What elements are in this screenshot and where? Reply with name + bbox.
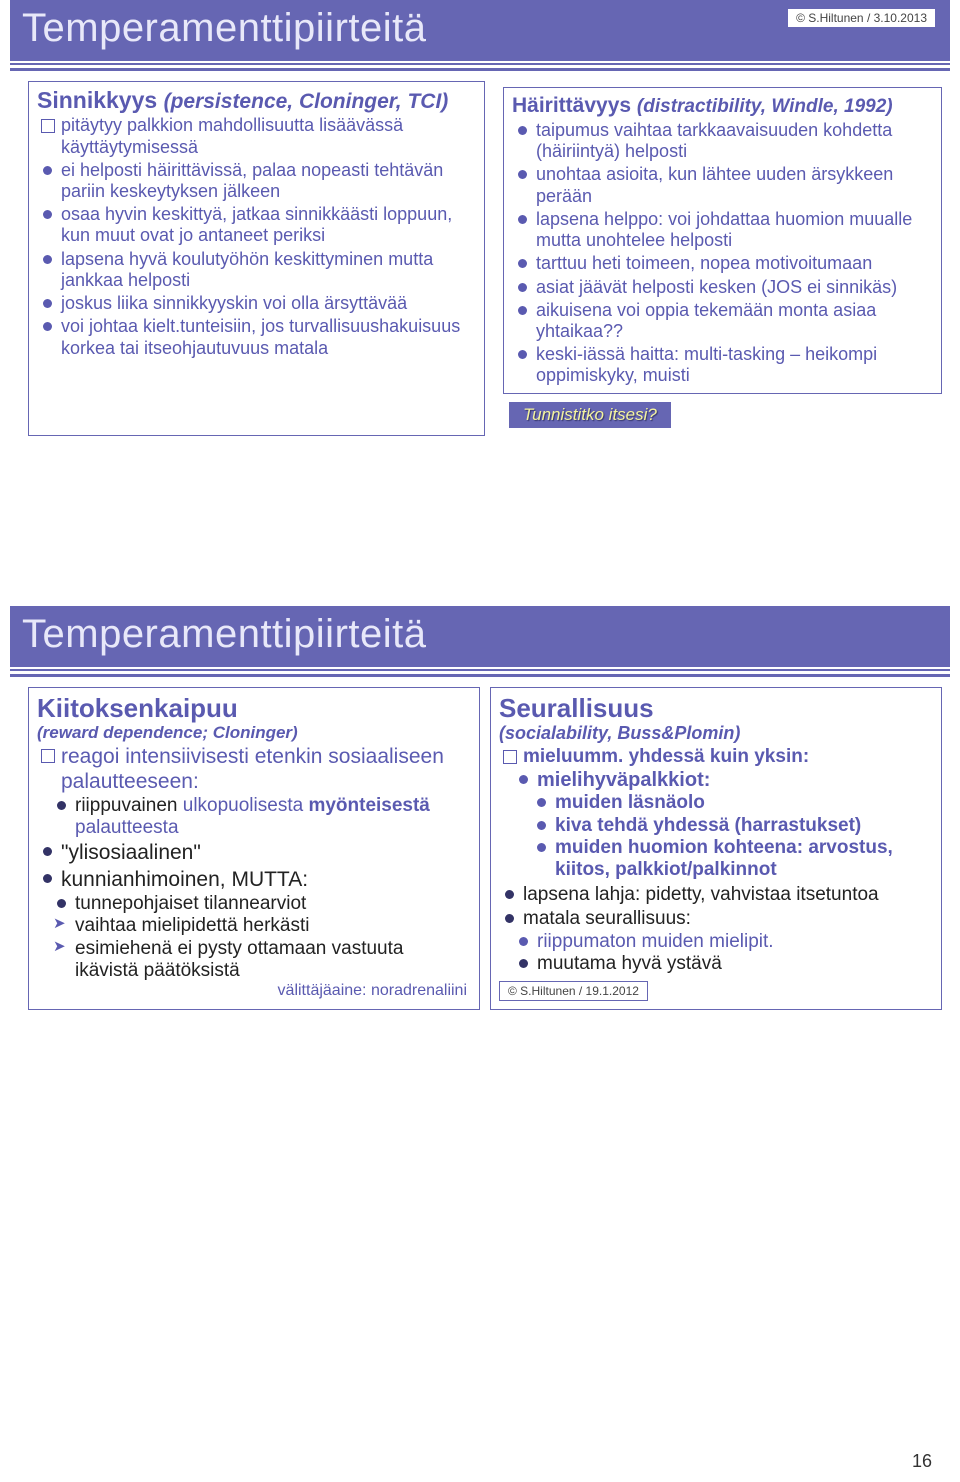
list-item: muiden huomion kohteena: arvostus, kiito…	[535, 837, 933, 882]
list-item: vaihtaa mielipidettä herkästi	[55, 915, 471, 937]
page-number: 16	[912, 1451, 932, 1472]
list-item: aikuisena voi oppia tekemään monta asiaa…	[514, 300, 933, 342]
slide-1: Temperamenttipiirteitä © S.Hiltunen / 3.…	[10, 0, 950, 446]
credit-2: © S.Hiltunen / 19.1.2012	[499, 981, 648, 1001]
slide2-content: Kiitoksenkaipuu (reward dependence; Clon…	[10, 677, 950, 1021]
list-item: tarttuu heti toimeen, nopea motivoitumaa…	[514, 253, 933, 274]
list-item: lapsena hyvä koulutyöhön keskittyminen m…	[39, 249, 476, 291]
slide1-right-list: taipumus vaihtaa tarkkaavaisuuden kohdet…	[512, 120, 933, 387]
slide1-right-col: Häirittävyys (distractibility, Windle, 1…	[495, 81, 942, 436]
neurotransmitter: välittäjäaine: noradrenaliini	[37, 982, 471, 1000]
credit-1: © S.Hiltunen / 3.10.2013	[787, 8, 936, 28]
list-item: kiva tehdä yhdessä (harrastukset)	[535, 815, 933, 837]
sub-bar-1	[10, 63, 950, 71]
list-item: matala seurallisuus:	[501, 908, 933, 930]
list-item: kunnianhimoinen, MUTTA:	[39, 868, 471, 893]
slide2-left-list2: "ylisosiaalinen" kunnianhimoinen, MUTTA:	[37, 841, 471, 893]
list-item: mielihyväpalkkiot:	[517, 769, 933, 793]
list-item: riippuvainen ulkopuolisesta myönteisestä…	[55, 795, 471, 840]
slide2-left-heading: Kiitoksenkaipuu	[37, 694, 471, 723]
slide2-right-list: mieluumm. yhdessä kuin yksin:	[499, 746, 933, 768]
header-bar-2: Temperamenttipiirteitä	[10, 606, 950, 667]
list-item: reagoi intensiivisesti etenkin sosiaalis…	[39, 745, 471, 795]
list-item: "ylisosiaalinen"	[39, 841, 471, 866]
slide2-right-sub: (socialability, Buss&Plomin)	[499, 724, 933, 744]
list-item: lapsena lahja: pidetty, vahvistaa itsetu…	[501, 884, 933, 906]
slide2-right-subB: riippumaton muiden mielipit. muutama hyv…	[499, 931, 933, 976]
sub-bar-2	[10, 669, 950, 677]
list-item: muiden läsnäolo	[535, 792, 933, 814]
slide2-left-sub: (reward dependence; Cloninger)	[37, 724, 471, 743]
list-item: voi johtaa kielt.tunteisiin, jos turvall…	[39, 316, 476, 358]
list-item: asiat jäävät helposti kesken (JOS ei sin…	[514, 277, 933, 298]
slide1-left-heading: Sinnikkyys (persistence, Cloninger, TCI)	[37, 88, 476, 113]
header-bar-1: Temperamenttipiirteitä © S.Hiltunen / 3.…	[10, 0, 950, 61]
slide-2: Temperamenttipiirteitä Kiitoksenkaipuu (…	[10, 606, 950, 1021]
list-item: ei helposti häirittävissä, palaa nopeast…	[39, 160, 476, 202]
slide2-title: Temperamenttipiirteitä	[22, 612, 938, 657]
slide1-content: Sinnikkyys (persistence, Cloninger, TCI)…	[10, 71, 950, 446]
slide2-right-subA: mielihyväpalkkiot:	[499, 769, 933, 793]
slide2-right-col: Seurallisuus (socialability, Buss&Plomin…	[490, 687, 942, 1011]
slide2-left-sub1: riippuvainen ulkopuolisesta myönteisestä…	[37, 795, 471, 840]
list-item: pitäytyy palkkion mahdollisuutta lisäävä…	[39, 115, 476, 157]
slide2-right-list2: lapsena lahja: pidetty, vahvistaa itsetu…	[499, 884, 933, 931]
list-item: unohtaa asioita, kun lähtee uuden ärsykk…	[514, 164, 933, 206]
slide2-left-col: Kiitoksenkaipuu (reward dependence; Clon…	[28, 687, 480, 1011]
list-item: lapsena helppo: voi johdattaa huomion mu…	[514, 209, 933, 251]
list-item: muutama hyvä ystävä	[517, 953, 933, 975]
slide2-right-subA-items: muiden läsnäolo kiva tehdä yhdessä (harr…	[499, 792, 933, 882]
list-item: esimiehenä ei pysty ottamaan vastuuta ik…	[55, 938, 471, 983]
list-item: taipumus vaihtaa tarkkaavaisuuden kohdet…	[514, 120, 933, 162]
tag-box: Tunnistitko itsesi?	[509, 402, 671, 428]
list-item: mieluumm. yhdessä kuin yksin:	[501, 746, 933, 768]
list-item: joskus liika sinnikkyyskin voi olla ärsy…	[39, 293, 476, 314]
slide2-left-list: reagoi intensiivisesti etenkin sosiaalis…	[37, 745, 471, 795]
slide1-left-list: pitäytyy palkkion mahdollisuutta lisäävä…	[37, 115, 476, 359]
slide2-right-heading: Seurallisuus	[499, 694, 933, 723]
list-item: osaa hyvin keskittyä, jatkaa sinnikkääst…	[39, 204, 476, 246]
slide1-left-col: Sinnikkyys (persistence, Cloninger, TCI)…	[28, 81, 485, 436]
list-item: riippumaton muiden mielipit.	[517, 931, 933, 953]
list-item: keski-iässä haitta: multi-tasking – heik…	[514, 344, 933, 386]
slide2-left-sub2: tunnepohjaiset tilannearviot vaihtaa mie…	[37, 893, 471, 983]
slide1-right-heading: Häirittävyys (distractibility, Windle, 1…	[512, 94, 933, 118]
list-item: tunnepohjaiset tilannearviot	[55, 893, 471, 915]
